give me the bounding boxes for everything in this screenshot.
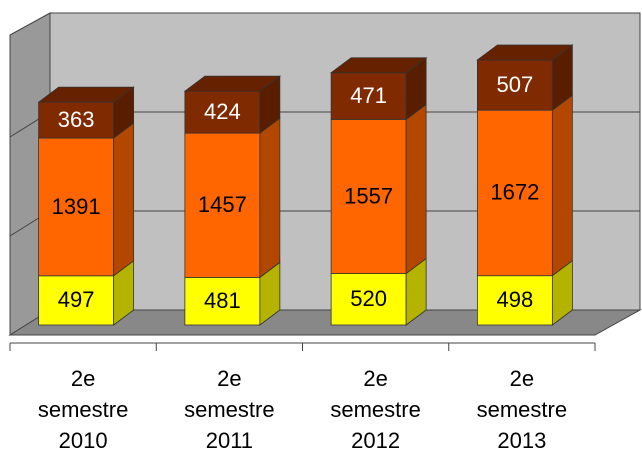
bar-side [551, 94, 573, 277]
bar-top [329, 57, 428, 74]
data-label: 498 [497, 287, 534, 312]
data-label: 507 [497, 72, 534, 97]
bar-segment [38, 101, 115, 139]
data-label: 1457 [198, 192, 247, 217]
data-label: 520 [350, 286, 387, 311]
bar-top [183, 75, 282, 92]
data-label: 1391 [52, 194, 101, 219]
x-tick-label: 2e semestre 2010 [38, 366, 128, 453]
x-tick-label: 2e semestre 2012 [330, 366, 420, 453]
bar-segment [38, 137, 115, 277]
x-tick-label: 2e semestre 2011 [184, 366, 274, 453]
bar-segment [330, 72, 407, 120]
data-label: 1557 [344, 183, 393, 208]
bar-side [405, 103, 427, 275]
bar-top [37, 86, 135, 103]
bar-segment [476, 109, 553, 277]
x-tick-label: 2e semestre 2013 [477, 366, 567, 453]
bar-segment [184, 90, 261, 134]
data-label: 1672 [490, 180, 539, 205]
data-label: 424 [204, 99, 241, 124]
bar-side [113, 122, 135, 277]
bar-segment [184, 132, 261, 278]
bar-segment [330, 118, 407, 274]
data-label: 471 [350, 83, 387, 108]
bar-segment [476, 59, 553, 111]
bar-side [259, 117, 281, 279]
data-label: 497 [58, 287, 95, 312]
data-label: 363 [58, 107, 95, 132]
bar-segment [330, 273, 407, 326]
bar-segment [476, 275, 553, 326]
bar-segment [38, 275, 115, 326]
data-label: 481 [204, 288, 241, 313]
bar-top [476, 44, 574, 61]
